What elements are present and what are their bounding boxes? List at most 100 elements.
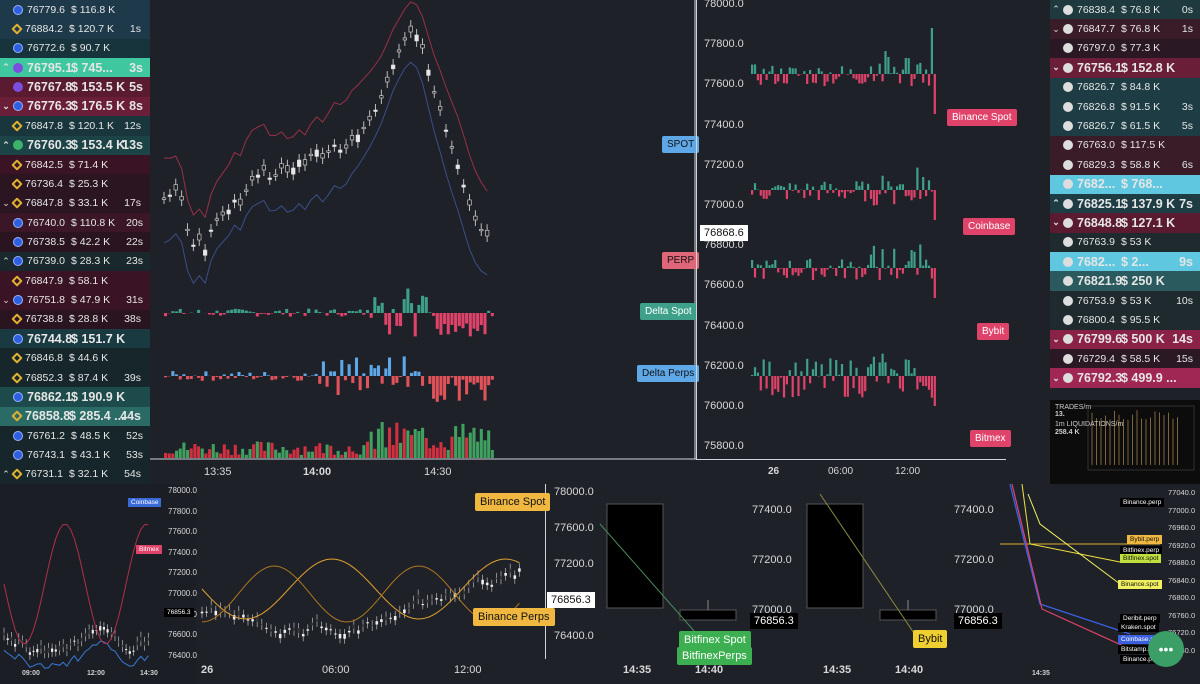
y-tick: 77200.0 [168,568,197,578]
candle [461,184,466,188]
exchange-delta-chart[interactable]: 78000.0 77800.0 77600.0 77400.0 77200.0 77000… [696,0,1050,484]
exchange-delta-bar [855,74,858,80]
trade-price: 76852.3 [25,371,63,384]
bottom-chart-3[interactable]: Bitfinex Spot BitfinexPerps 14:35 14:40 [599,484,752,684]
candle [279,163,284,169]
trade-row: 76846.8 $ 44.6 K [0,348,150,368]
mini-stats-panel[interactable]: TRADES/m 13. 1m LIQUIDATIONS/m 258.4 K [1050,400,1200,484]
volume-bar [318,443,322,458]
exchange-delta-bar [826,190,829,194]
trade-age: 8s [129,99,143,114]
trade-row: ⌃ 76760.3 $ 153.4 K 13s [0,135,150,155]
trade-volume: $ 28.3 K [71,255,111,268]
bottom-chart-5[interactable]: Bybit 14:35 14:40 [800,484,948,684]
exchange-delta-bar [785,190,788,200]
exchange-delta-bar [751,190,754,195]
candle [267,177,272,180]
trade-row: 76821.9 $ 250 K [1050,271,1200,291]
candle [51,648,54,652]
trade-age: 31s [126,294,143,307]
volume-bar [307,451,311,458]
candle [361,126,366,130]
exchange-delta-bar [785,376,788,385]
exchange-delta-bar [933,268,936,298]
exchange-icon [1063,353,1073,364]
exchange-delta-bar [759,74,762,85]
bottom-chart-4[interactable]: 77400.0 77200.0 77000.0 76856.3 [746,484,800,684]
delta-perps-bar [439,376,443,396]
candle [495,577,498,579]
exchange-delta-bar [878,268,881,280]
candle [132,650,135,652]
candle [232,615,236,620]
volume-bar [329,445,333,458]
exchange-delta-bar [884,268,887,269]
exchange-icon [1063,159,1073,170]
trade-age: 7s [1179,196,1193,211]
exchange-series-tag: Kraken.spot [1118,623,1159,632]
exchange-delta-bar [904,57,907,74]
trade-price: 7682... [1077,177,1116,192]
candle [36,648,39,653]
trade-price: 76821.9 [1077,274,1123,289]
trade-price: 76846.8 [25,352,63,365]
trade-volume: $ 110.8 K [71,216,116,229]
candle [232,199,237,203]
candle [439,599,443,601]
volume-bar [277,452,281,458]
exchange-delta-bar [907,261,910,268]
bottom-chart-1[interactable]: 78000.0 77800.0 77600.0 77400.0 77200.0 77000… [0,484,197,684]
volume-bar [410,435,414,458]
candle [173,184,178,191]
exchange-delta-bar [777,376,780,392]
exchange-delta-bar [803,268,806,269]
x-tick: 14:40 [895,664,924,676]
trade-volume: $ 176.5 K [71,99,126,114]
trade-volume: $ 58.8 K [1121,158,1161,171]
delta-perps-bar [479,376,483,390]
trade-row: ⌄ 76847.7 $ 76.8 K 1s [1050,19,1200,39]
delta-perps-bar [435,376,439,402]
exchange-icon [1063,373,1073,384]
chevron-up-icon: ⌃ [2,468,10,479]
candle [283,629,287,633]
trade-price: 76825.1 [1077,196,1123,211]
candle [209,604,213,608]
trade-row: 76763.0 $ 117.5 K [1050,135,1200,156]
volume-bar [193,444,197,458]
trade-row: ⌄ 76756.1 $ 152.8 K [1050,58,1200,78]
exchange-delta-bar [849,360,852,376]
y-tick: 77200.0 [752,554,792,566]
main-chart[interactable]: SPOT PERP Delta Spot Delta Perps 13:35 1… [150,0,700,484]
exchange-delta-bar [765,74,768,80]
trade-price: 76858.8 [25,409,71,424]
delta-spot-bar [219,313,223,316]
volume-bar [468,432,472,458]
volume-bar [487,430,491,458]
more-icon: ••• [1158,641,1174,657]
exchange-delta-bar [832,268,835,269]
trade-row: 76797.0 $ 77.3 K [1050,38,1200,59]
candle [121,645,124,647]
delta-perps-bar [263,372,267,376]
delta-spot-bar [237,309,241,313]
more-options-button[interactable]: ••• [1148,631,1184,667]
delta-spot-bar [443,313,447,325]
exchange-icon [1063,217,1073,228]
trade-volume: $ 25.3 K [69,177,109,190]
trade-price: 76763.0 [1077,139,1115,152]
y-tick: 76800.0 [704,239,744,252]
y-tick: 77200.0 [704,158,744,171]
candle [414,34,419,42]
trade-row: 76740.0 $ 110.8 K 20s [0,212,150,233]
delta-spot-bar [402,299,406,313]
trade-age: 12s [124,119,141,132]
exchange-delta-bar [753,268,757,278]
coinbase-tag: Coinbase [128,498,162,507]
delta-perps-bar [399,376,403,378]
candle [203,249,208,256]
delta-perps-bar [230,373,234,376]
candle [269,629,273,632]
volume-bar [343,451,347,458]
